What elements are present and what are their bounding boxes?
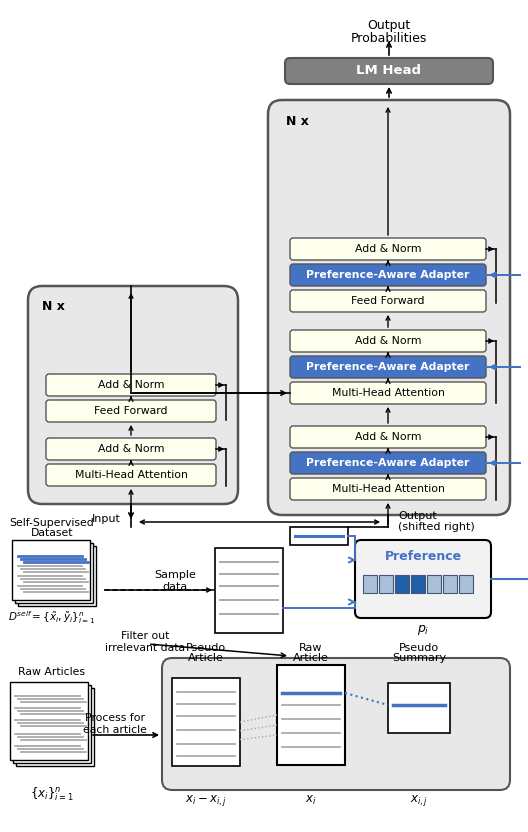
Text: N x: N x — [286, 115, 309, 128]
Text: Raw: Raw — [299, 643, 323, 653]
FancyBboxPatch shape — [268, 100, 510, 515]
Text: LM Head: LM Head — [356, 65, 421, 77]
Text: $p_i$: $p_i$ — [417, 623, 429, 637]
FancyBboxPatch shape — [46, 400, 216, 422]
Text: Preference: Preference — [384, 549, 461, 562]
Text: $D^{self}=\{\tilde{x}_i,\tilde{y}_i\}_{i=1}^n$: $D^{self}=\{\tilde{x}_i,\tilde{y}_i\}_{i… — [8, 610, 96, 626]
FancyBboxPatch shape — [46, 374, 216, 396]
Bar — [395, 575, 409, 593]
FancyBboxPatch shape — [162, 658, 510, 790]
Bar — [459, 575, 473, 593]
Text: Output: Output — [398, 511, 437, 521]
Bar — [427, 575, 441, 593]
Bar — [277, 665, 345, 765]
FancyBboxPatch shape — [290, 238, 486, 260]
Text: Feed Forward: Feed Forward — [95, 406, 168, 416]
Bar — [388, 683, 450, 733]
Bar — [411, 575, 425, 593]
Bar — [379, 575, 393, 593]
Text: Self-Supervised: Self-Supervised — [10, 518, 95, 528]
Text: Multi-Head Attention: Multi-Head Attention — [332, 388, 445, 398]
Text: Probabilities: Probabilities — [351, 32, 427, 44]
Bar — [16, 688, 94, 766]
Text: Sample: Sample — [154, 570, 196, 580]
Bar — [12, 540, 90, 600]
Text: Dataset: Dataset — [31, 528, 73, 538]
Text: Pseudo: Pseudo — [399, 643, 439, 653]
FancyBboxPatch shape — [28, 286, 238, 504]
FancyBboxPatch shape — [290, 478, 486, 500]
Text: Raw Articles: Raw Articles — [18, 667, 86, 677]
Text: Article: Article — [293, 653, 329, 663]
Text: $\{x_i\}_{i=1}^n$: $\{x_i\}_{i=1}^n$ — [30, 785, 74, 803]
Text: Summary: Summary — [392, 653, 446, 663]
Text: Multi-Head Attention: Multi-Head Attention — [332, 484, 445, 494]
FancyBboxPatch shape — [285, 58, 493, 84]
Text: Preference-Aware Adapter: Preference-Aware Adapter — [306, 362, 470, 372]
Text: $x_i - x_{i,j}$: $x_i - x_{i,j}$ — [185, 793, 227, 808]
Text: Filter out: Filter out — [121, 631, 169, 641]
Bar — [172, 678, 240, 766]
Text: Article: Article — [188, 653, 224, 663]
Text: Process for: Process for — [85, 713, 145, 723]
FancyBboxPatch shape — [46, 438, 216, 460]
Text: Feed Forward: Feed Forward — [351, 296, 425, 306]
Text: Pseudo: Pseudo — [186, 643, 226, 653]
FancyBboxPatch shape — [46, 464, 216, 486]
Text: $x_{i,j}$: $x_{i,j}$ — [410, 793, 428, 808]
Bar — [13, 685, 91, 763]
Text: Output: Output — [367, 19, 411, 32]
Text: Preference-Aware Adapter: Preference-Aware Adapter — [306, 458, 470, 468]
Text: Input: Input — [92, 514, 121, 524]
Text: Add & Norm: Add & Norm — [355, 336, 421, 346]
FancyBboxPatch shape — [290, 290, 486, 312]
Text: Multi-Head Attention: Multi-Head Attention — [74, 470, 187, 480]
Text: (shifted right): (shifted right) — [398, 522, 475, 532]
Bar — [15, 543, 93, 603]
Text: Add & Norm: Add & Norm — [98, 444, 164, 454]
Text: Add & Norm: Add & Norm — [355, 244, 421, 254]
FancyBboxPatch shape — [290, 356, 486, 378]
Bar — [290, 527, 348, 545]
Text: irrelevant data: irrelevant data — [105, 643, 185, 653]
FancyBboxPatch shape — [290, 382, 486, 404]
Text: data: data — [163, 582, 187, 592]
Bar — [10, 682, 88, 760]
Bar — [443, 575, 457, 593]
Text: Add & Norm: Add & Norm — [98, 380, 164, 390]
FancyBboxPatch shape — [290, 452, 486, 474]
FancyBboxPatch shape — [355, 540, 491, 618]
FancyBboxPatch shape — [290, 426, 486, 448]
Text: each article: each article — [83, 725, 147, 735]
Text: $x_i$: $x_i$ — [305, 794, 317, 806]
Text: Preference-Aware Adapter: Preference-Aware Adapter — [306, 270, 470, 280]
FancyBboxPatch shape — [290, 330, 486, 352]
Bar — [18, 546, 96, 606]
Text: Add & Norm: Add & Norm — [355, 432, 421, 442]
Bar — [215, 548, 283, 633]
Bar — [363, 575, 377, 593]
FancyBboxPatch shape — [290, 264, 486, 286]
Text: N x: N x — [42, 300, 65, 313]
